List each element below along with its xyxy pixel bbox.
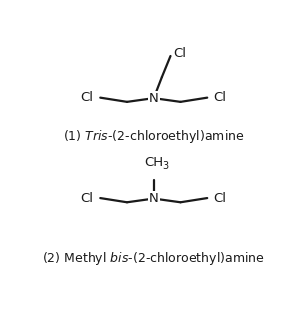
Text: Cl: Cl bbox=[80, 192, 93, 204]
Text: N: N bbox=[149, 192, 159, 205]
Text: Cl: Cl bbox=[213, 91, 226, 104]
Text: CH: CH bbox=[144, 156, 163, 169]
Text: (2) Methyl $\it{bis}$-(2-chloroethyl)amine: (2) Methyl $\it{bis}$-(2-chloroethyl)ami… bbox=[42, 250, 265, 267]
Text: (1) $\it{Tris}$-(2-chloroethyl)amine: (1) $\it{Tris}$-(2-chloroethyl)amine bbox=[63, 128, 244, 145]
Text: 3: 3 bbox=[163, 161, 169, 171]
Text: N: N bbox=[149, 92, 159, 105]
Text: Cl: Cl bbox=[213, 192, 226, 204]
Text: Cl: Cl bbox=[173, 47, 187, 60]
Text: Cl: Cl bbox=[80, 91, 93, 104]
